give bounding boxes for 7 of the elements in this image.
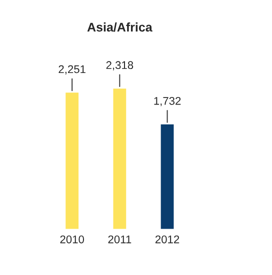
x-tick-label: 2011 [108, 235, 132, 244]
x-tick-label: 2010 [60, 235, 84, 244]
data-label: 1,732 [154, 96, 181, 106]
data-label: 2,318 [106, 61, 134, 70]
data-label: 2,251 [58, 65, 86, 74]
x-tick-label: 2012 [155, 235, 180, 244]
chart-title: Asia/Africa [87, 22, 152, 32]
